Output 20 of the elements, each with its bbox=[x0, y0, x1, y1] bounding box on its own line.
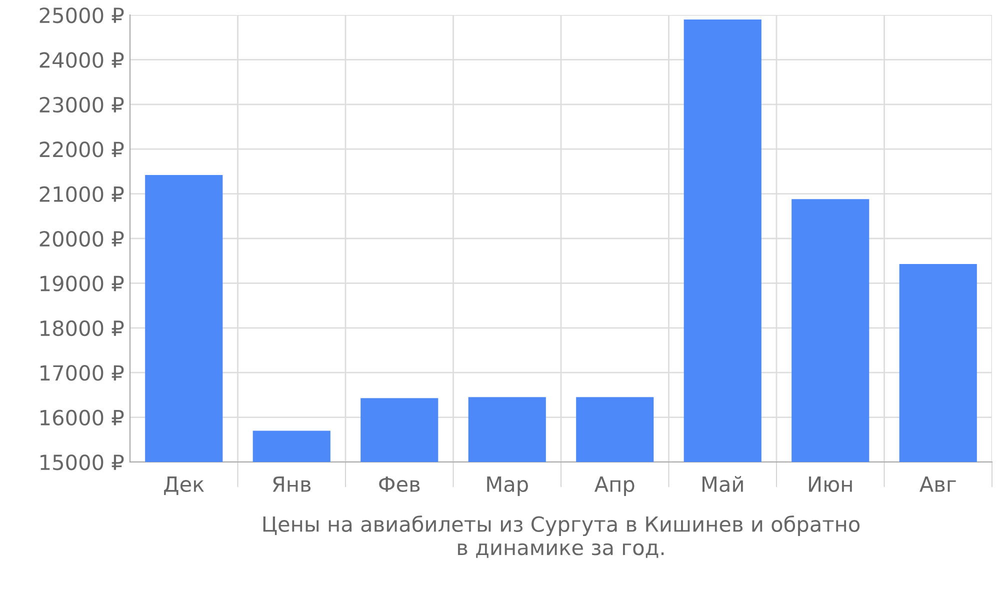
y-tick-label: 25000 ₽ bbox=[40, 7, 124, 24]
x-axis-title: Цены на авиабилеты из Сургута в Кишинев и обратно в динамике за год. bbox=[263, 515, 860, 558]
y-tick-label: 16000 ₽ bbox=[40, 410, 124, 426]
x-tick-label: Дек bbox=[164, 476, 204, 495]
x-tick-label: Авг bbox=[920, 476, 956, 492]
x-tick-label: Янв bbox=[272, 476, 311, 492]
x-tick-label: Май bbox=[702, 476, 743, 492]
y-tick-label: 24000 ₽ bbox=[40, 52, 124, 68]
y-tick-label: 19000 ₽ bbox=[40, 276, 124, 292]
y-tick-label: 22000 ₽ bbox=[40, 142, 124, 158]
y-tick-label: 23000 ₽ bbox=[40, 96, 124, 113]
y-tick-label: 18000 ₽ bbox=[40, 320, 124, 336]
y-tick-label: 21000 ₽ bbox=[40, 186, 124, 202]
y-tick-label: 17000 ₽ bbox=[40, 365, 124, 381]
x-tick-label: Фев bbox=[379, 476, 420, 492]
y-tick-label: 20000 ₽ bbox=[40, 230, 124, 247]
x-tick-label: Мар bbox=[487, 476, 528, 496]
x-tick-label: Апр bbox=[594, 476, 634, 496]
y-tick-label: 15000 ₽ bbox=[40, 454, 124, 470]
x-tick-label: Июн bbox=[809, 476, 852, 492]
